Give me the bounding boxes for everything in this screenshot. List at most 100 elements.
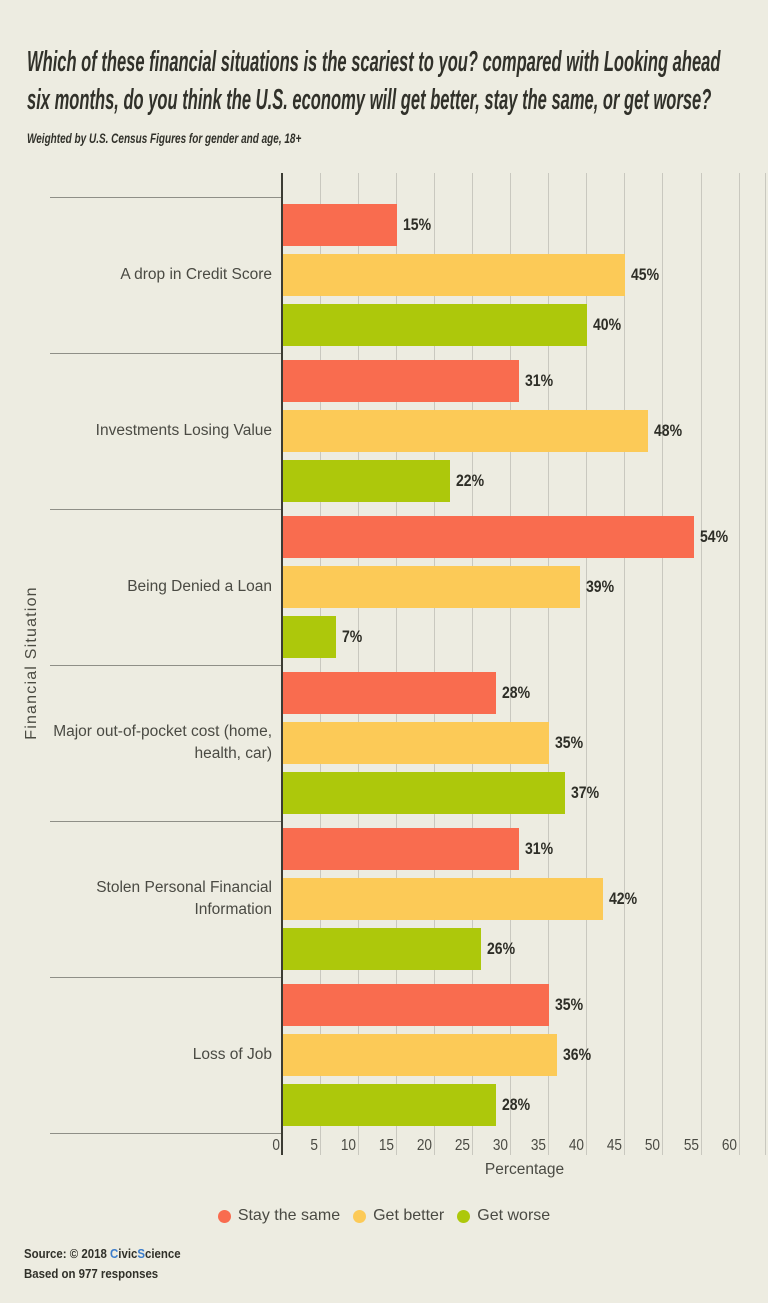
category-label-line: Stolen Personal Financial <box>96 879 272 896</box>
source-line-1: Source: © 2018 CivicScience <box>24 1244 181 1264</box>
gridline-50 <box>662 173 663 1155</box>
source-brand-segment: C <box>110 1246 119 1261</box>
subtitle: Weighted by U.S. Census Figures for gend… <box>27 131 302 146</box>
gridline-40 <box>586 173 587 1155</box>
source-brand-segment: ivic <box>118 1246 138 1261</box>
category-label-line: Major out-of-pocket cost (home, <box>53 723 272 740</box>
bar-value-label: 42% <box>609 890 638 908</box>
bar-get-worse: 28% <box>283 1084 530 1126</box>
legend-dot <box>217 1209 231 1223</box>
x-tick-label: 20 <box>416 1137 432 1154</box>
category-separator <box>50 197 281 198</box>
category-group: Stolen Personal Financial Information 31% 4… <box>50 821 768 977</box>
bar-value-label: 39% <box>586 578 615 596</box>
x-axis-title: Percentage <box>484 1161 565 1178</box>
y-axis-title: Financial Situation <box>23 586 40 740</box>
title-line-1: Which of these financial situations is t… <box>27 46 721 79</box>
bar-get-worse: 22% <box>283 460 484 502</box>
gridline-5 <box>320 173 321 1155</box>
bar-value-label: 36% <box>563 1046 592 1064</box>
bar-get-worse: 37% <box>283 772 599 814</box>
category-label: A drop in Credit Score <box>50 264 272 286</box>
legend-label: Get better <box>373 1207 445 1224</box>
category-separator <box>50 665 281 666</box>
x-tick-label: 30 <box>492 1137 508 1154</box>
category-group: Loss of Job 35% 36% 28% <box>50 977 768 1134</box>
title-line-2: six months, do you think the U.S. econom… <box>27 84 712 117</box>
bar-get-better: 35% <box>283 722 583 764</box>
gridline-20 <box>434 173 435 1155</box>
bar-get-worse: 7% <box>283 616 362 658</box>
legend-item: Get better <box>353 1207 444 1225</box>
bar-get-better: 42% <box>283 878 637 920</box>
category-label-line: Being Denied a Loan <box>127 578 272 595</box>
bar-get-worse: 40% <box>283 304 621 346</box>
bar-stay-the-same: 31% <box>283 360 553 402</box>
bar-stay-the-same: 35% <box>283 984 583 1026</box>
category-label-line: health, car) <box>194 745 272 762</box>
bar-value-label: 40% <box>593 316 622 334</box>
category-separator <box>50 977 281 978</box>
x-tick-label: 60 <box>721 1137 737 1154</box>
gridline-25 <box>472 173 473 1155</box>
source-brand: CivicScience <box>110 1246 181 1261</box>
bar-value-label: 22% <box>456 472 485 490</box>
source-prefix: Source: © 2018 <box>24 1246 111 1261</box>
category-group: Investments Losing Value 31% 48% 22% <box>50 353 768 509</box>
bar-value-label: 7% <box>342 628 363 646</box>
category-separator <box>50 353 281 354</box>
bar-value-label: 28% <box>502 1096 531 1114</box>
x-tick-label: 55 <box>683 1137 699 1154</box>
legend: Stay the same Get better Get worse <box>0 1207 768 1225</box>
gridline-60 <box>739 173 740 1155</box>
bar-value-label: 48% <box>654 422 683 440</box>
x-tick-label: 45 <box>606 1137 622 1154</box>
gridline-35 <box>548 173 549 1155</box>
bar-value-label: 37% <box>571 784 600 802</box>
bar-stay-the-same: 15% <box>283 204 431 246</box>
bar-get-better: 39% <box>283 566 614 608</box>
legend-item: Stay the same <box>217 1207 340 1225</box>
bar-value-label: 31% <box>525 372 554 390</box>
x-tick-label: 40 <box>568 1137 584 1154</box>
category-label: Loss of Job <box>50 1044 272 1066</box>
bar-stay-the-same: 31% <box>283 828 553 870</box>
legend-item: Get worse <box>457 1207 550 1225</box>
x-tick-label: 35 <box>530 1137 546 1154</box>
bar-stay-the-same: 28% <box>283 672 530 714</box>
x-tick-label: 10 <box>340 1137 356 1154</box>
legend-label: Get worse <box>477 1207 551 1224</box>
gridline-55 <box>701 173 702 1155</box>
category-separator <box>50 1133 281 1134</box>
gridline-45 <box>624 173 625 1155</box>
category-label: Being Denied a Loan <box>50 576 272 598</box>
page-title: Which of these financial situations is t… <box>27 43 720 119</box>
category-label-line: Loss of Job <box>192 1046 272 1063</box>
category-label-line: Information <box>194 901 272 918</box>
category-separator <box>50 821 281 822</box>
bar-get-better: 48% <box>283 410 682 452</box>
gridline-edge <box>765 173 766 1155</box>
category-label: Stolen Personal Financial Information <box>50 877 272 921</box>
source-brand-segment: S <box>137 1246 145 1261</box>
category-label-line: Investments Losing Value <box>95 422 272 439</box>
bar-value-label: 54% <box>700 528 729 546</box>
bar-value-label: 45% <box>631 266 660 284</box>
category-group: A drop in Credit Score 15% 45% 40% <box>50 197 768 353</box>
category-label: Investments Losing Value <box>50 420 272 442</box>
source-line-2: Based on 977 responses <box>24 1266 159 1281</box>
bar-get-worse: 26% <box>283 928 515 970</box>
x-tick-label: 50 <box>644 1137 660 1154</box>
bar-value-label: 35% <box>555 734 584 752</box>
x-tick-label: 25 <box>454 1137 470 1154</box>
legend-dot <box>353 1209 367 1223</box>
legend-dot <box>457 1209 471 1223</box>
x-tick-label: 5 <box>310 1137 318 1154</box>
gridline-15 <box>396 173 397 1155</box>
category-group: Being Denied a Loan 54% 39% 7% <box>50 509 768 665</box>
bar-value-label: 31% <box>525 840 554 858</box>
bar-get-better: 36% <box>283 1034 591 1076</box>
x-tick-label: 15 <box>378 1137 394 1154</box>
category-group: Major out-of-pocket cost (home, health, c… <box>50 665 768 821</box>
